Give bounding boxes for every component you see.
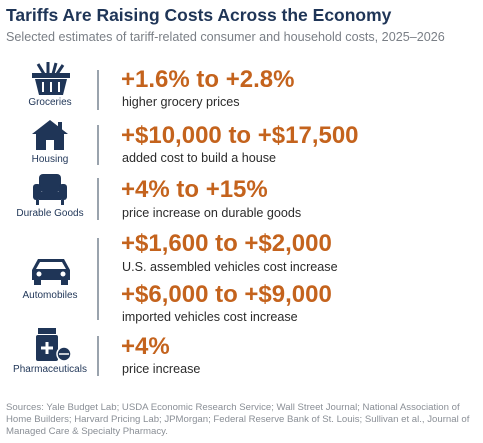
divider	[97, 125, 99, 165]
divider	[97, 238, 99, 320]
value: +$1,600 to +$2,000	[121, 230, 332, 257]
value: +1.6% to +2.8%	[121, 66, 295, 93]
value: +$6,000 to +$9,000	[121, 281, 332, 308]
description: price increase	[122, 362, 201, 376]
armchair-icon	[33, 174, 67, 205]
description: imported vehicles cost increase	[122, 310, 298, 324]
basket-icon	[32, 62, 70, 95]
divider	[97, 178, 99, 220]
divider	[97, 336, 99, 376]
value: +4%	[121, 333, 170, 360]
divider	[97, 70, 99, 110]
value: +$10,000 to +$17,500	[121, 122, 359, 149]
title: Tariffs Are Raising Costs Across the Eco…	[6, 5, 392, 25]
car-icon	[32, 259, 70, 285]
row-label: Automobiles	[22, 290, 78, 301]
row-label: Durable Goods	[16, 208, 84, 219]
description: U.S. assembled vehicles cost increase	[122, 260, 338, 274]
pill-icon	[36, 328, 72, 362]
row-label: Pharmaceuticals	[13, 364, 87, 375]
house-icon	[32, 120, 68, 150]
row-label: Housing	[31, 154, 69, 165]
subtitle: Selected estimates of tariff-related con…	[6, 30, 445, 44]
description: higher grocery prices	[122, 95, 240, 109]
sources: Sources: Yale Budget Lab; USDA Economic …	[6, 402, 470, 437]
value: +4% to +15%	[121, 176, 268, 203]
description: added cost to build a house	[122, 151, 277, 165]
row-label: Groceries	[28, 97, 72, 108]
description: price increase on durable goods	[122, 206, 302, 220]
